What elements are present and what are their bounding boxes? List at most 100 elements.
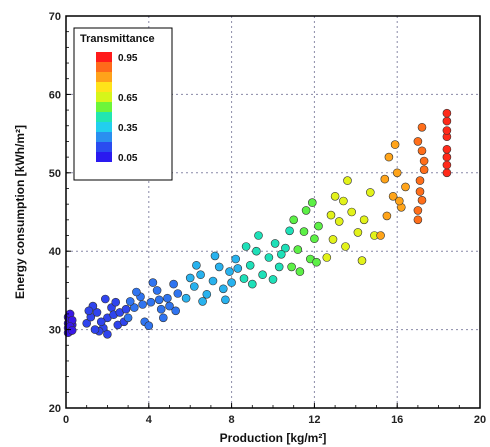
data-point <box>415 176 425 185</box>
data-point <box>264 253 274 262</box>
data-point <box>388 192 398 201</box>
legend-color-swatch <box>96 122 112 132</box>
y-tick-label: 70 <box>49 11 61 23</box>
legend-color-swatch <box>96 132 112 142</box>
data-point <box>146 297 156 307</box>
data-point <box>274 262 284 272</box>
legend-color-swatch <box>96 82 112 92</box>
data-point <box>417 195 427 205</box>
data-point <box>214 262 224 272</box>
data-point <box>148 278 158 287</box>
data-point <box>121 304 131 314</box>
data-point <box>123 313 133 323</box>
data-point <box>198 297 207 306</box>
data-point <box>233 264 243 273</box>
data-point <box>285 226 294 236</box>
data-point <box>84 306 94 316</box>
data-point <box>67 326 77 335</box>
data-point <box>258 270 267 280</box>
data-point <box>154 295 164 305</box>
data-point <box>413 215 423 225</box>
data-point <box>171 306 180 316</box>
data-point <box>82 318 91 328</box>
data-point <box>219 284 228 294</box>
data-point <box>245 260 255 270</box>
data-point <box>92 308 102 317</box>
data-point <box>101 294 110 304</box>
data-point <box>343 176 352 185</box>
legend-color-swatch <box>96 152 112 162</box>
data-point <box>417 146 427 156</box>
data-point <box>268 275 278 284</box>
axis-ticks: 0 4 8 12 16 20 20 30 40 50 60 70 <box>49 11 486 426</box>
legend-color-swatch <box>96 102 112 112</box>
x-tick-label: 12 <box>308 414 320 426</box>
legend-color-swatch <box>96 62 112 72</box>
data-point <box>376 231 385 240</box>
x-tick-label: 16 <box>391 414 403 426</box>
x-tick-label: 0 <box>63 414 69 426</box>
data-point <box>310 234 319 243</box>
data-point <box>384 152 394 162</box>
data-point <box>415 187 425 196</box>
y-tick-label: 50 <box>49 168 61 180</box>
data-point <box>442 116 452 126</box>
data-point <box>276 250 286 259</box>
data-point <box>382 211 392 221</box>
legend-color-swatch <box>96 92 112 102</box>
data-point <box>326 210 336 220</box>
data-point <box>314 221 323 231</box>
data-point <box>301 206 311 215</box>
data-point <box>413 206 423 215</box>
data-point <box>163 293 172 303</box>
data-point <box>287 262 296 272</box>
data-point <box>192 260 201 270</box>
data-point <box>442 168 452 178</box>
data-point <box>252 246 261 256</box>
data-point <box>190 282 199 291</box>
data-point <box>353 228 363 237</box>
data-point <box>144 321 154 331</box>
grid-lines <box>66 16 480 408</box>
data-point <box>299 227 309 236</box>
data-point <box>365 188 375 197</box>
data-point <box>380 174 390 184</box>
data-point <box>442 145 452 154</box>
legend-box <box>73 27 173 181</box>
data-point <box>307 198 317 207</box>
data-point <box>357 256 367 265</box>
data-point <box>130 303 139 312</box>
data-point <box>330 192 340 201</box>
data-point <box>312 257 321 267</box>
data-point <box>96 317 106 327</box>
y-tick-label: 30 <box>49 325 61 337</box>
data-point <box>322 253 332 262</box>
data-point <box>239 274 249 283</box>
data-point <box>359 215 369 225</box>
data-point <box>231 254 240 264</box>
y-axis-title: Energy consumption [kWh/m²] <box>13 125 27 299</box>
legend-color-swatch <box>96 142 112 152</box>
data-point <box>442 108 452 118</box>
data-point <box>390 140 400 149</box>
data-point <box>159 313 168 323</box>
data-point <box>181 293 191 303</box>
data-point <box>225 267 234 276</box>
data-point <box>221 295 230 305</box>
x-tick-label: 20 <box>474 414 486 426</box>
legend-color-swatch <box>96 72 112 82</box>
data-point <box>173 289 183 298</box>
data-point <box>227 278 236 287</box>
data-point <box>270 239 280 248</box>
data-point <box>165 301 174 311</box>
data-point <box>132 287 141 297</box>
data-point <box>442 152 452 162</box>
data-point <box>248 279 257 289</box>
data-point <box>185 273 195 283</box>
data-point <box>293 245 303 254</box>
data-point <box>392 168 402 178</box>
data-point <box>339 196 348 206</box>
data-point <box>442 126 452 135</box>
data-point <box>334 217 344 226</box>
